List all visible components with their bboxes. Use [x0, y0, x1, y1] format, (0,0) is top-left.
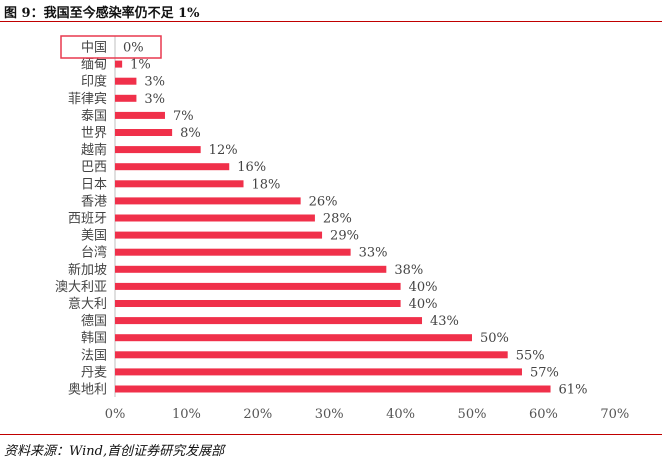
value-label: 12%: [209, 143, 238, 158]
value-label: 29%: [330, 229, 359, 244]
category-label: 巴西: [81, 160, 107, 175]
bars: [115, 60, 551, 393]
x-tick-label: 70%: [600, 407, 629, 422]
top-rule: [0, 21, 662, 22]
bar-chart: 中国缅甸印度菲律宾泰国世界越南巴西日本香港西班牙美国台湾新加坡澳大利亚意大利德国…: [55, 35, 630, 422]
category-label: 德国: [81, 314, 107, 329]
x-tick-label: 40%: [386, 407, 415, 422]
category-label: 韩国: [81, 331, 107, 346]
bar: [115, 146, 201, 154]
value-label: 18%: [252, 177, 281, 192]
category-label: 日本: [81, 177, 107, 192]
x-tick-label: 50%: [458, 407, 487, 422]
value-label: 38%: [394, 263, 423, 278]
bar: [115, 197, 301, 205]
category-label: 奥地利: [68, 383, 107, 398]
category-label: 台湾: [81, 245, 107, 261]
category-label: 菲律宾: [68, 91, 107, 107]
value-label: 61%: [559, 383, 588, 398]
bar: [115, 180, 244, 188]
category-label: 法国: [81, 348, 107, 363]
bar: [115, 214, 315, 222]
x-tick-label: 60%: [529, 407, 558, 422]
category-label: 澳大利亚: [55, 279, 107, 295]
bar: [115, 231, 323, 239]
category-label: 美国: [81, 229, 107, 244]
bar: [115, 111, 165, 119]
bar: [115, 300, 401, 307]
source-note: 资料来源：Wind,首创证券研究发展部: [4, 444, 225, 459]
category-label: 丹麦: [81, 365, 107, 380]
value-label: 8%: [180, 126, 201, 141]
value-label: 33%: [359, 246, 388, 261]
highlight-box: [60, 35, 162, 59]
category-label: 意大利: [68, 296, 107, 312]
bar: [115, 163, 230, 171]
bar: [115, 368, 522, 376]
bar: [115, 282, 401, 290]
bar: [115, 317, 423, 325]
category-label: 缅甸: [81, 58, 107, 73]
bar: [115, 60, 123, 68]
value-label: 3%: [144, 75, 165, 90]
category-label: 印度: [81, 74, 107, 90]
bar: [115, 334, 472, 342]
category-label: 新加坡: [68, 262, 107, 278]
value-label: 50%: [480, 331, 509, 346]
category-label: 泰国: [81, 109, 107, 124]
x-axis: 0% 10% 20% 30% 40% 50% 60% 70%: [105, 407, 630, 422]
value-label: 28%: [323, 212, 352, 227]
value-label: 0%: [123, 41, 144, 56]
x-tick-label: 0%: [105, 407, 126, 422]
category-label: 世界: [81, 126, 107, 141]
x-tick-label: 20%: [243, 407, 272, 422]
value-label: 43%: [430, 314, 459, 329]
bar: [115, 248, 351, 256]
value-label: 3%: [144, 92, 165, 107]
value-label: 16%: [237, 160, 266, 175]
value-label: 40%: [409, 280, 438, 295]
y-axis: 中国缅甸印度菲律宾泰国世界越南巴西日本香港西班牙美国台湾新加坡澳大利亚意大利德国…: [55, 36, 116, 398]
bar: [115, 77, 137, 85]
value-label: 57%: [530, 365, 559, 380]
bottom-rule: [0, 434, 662, 435]
category-label: 香港: [81, 194, 107, 209]
bar: [115, 265, 387, 273]
bar: [115, 385, 551, 393]
highlight: [60, 35, 162, 59]
category-label: 越南: [81, 142, 107, 158]
category-label: 中国: [81, 41, 107, 56]
bar: [115, 94, 137, 102]
value-label: 40%: [409, 297, 438, 312]
category-label: 西班牙: [68, 212, 107, 227]
x-tick-label: 10%: [172, 407, 201, 422]
figure-title: 图 9：我国至今感染率仍不足 1%: [4, 6, 200, 21]
value-labels: 0% 1% 3% 3% 7% 8% 12% 16% 18% 26% 28% 29%33% 38% 40% 4…: [123, 41, 587, 398]
value-label: 1%: [130, 58, 151, 73]
value-label: 7%: [173, 109, 194, 124]
value-label: 26%: [309, 194, 338, 209]
x-tick-label: 30%: [315, 407, 344, 422]
value-label: 55%: [516, 348, 545, 363]
bar: [115, 351, 508, 359]
bar: [115, 129, 173, 136]
